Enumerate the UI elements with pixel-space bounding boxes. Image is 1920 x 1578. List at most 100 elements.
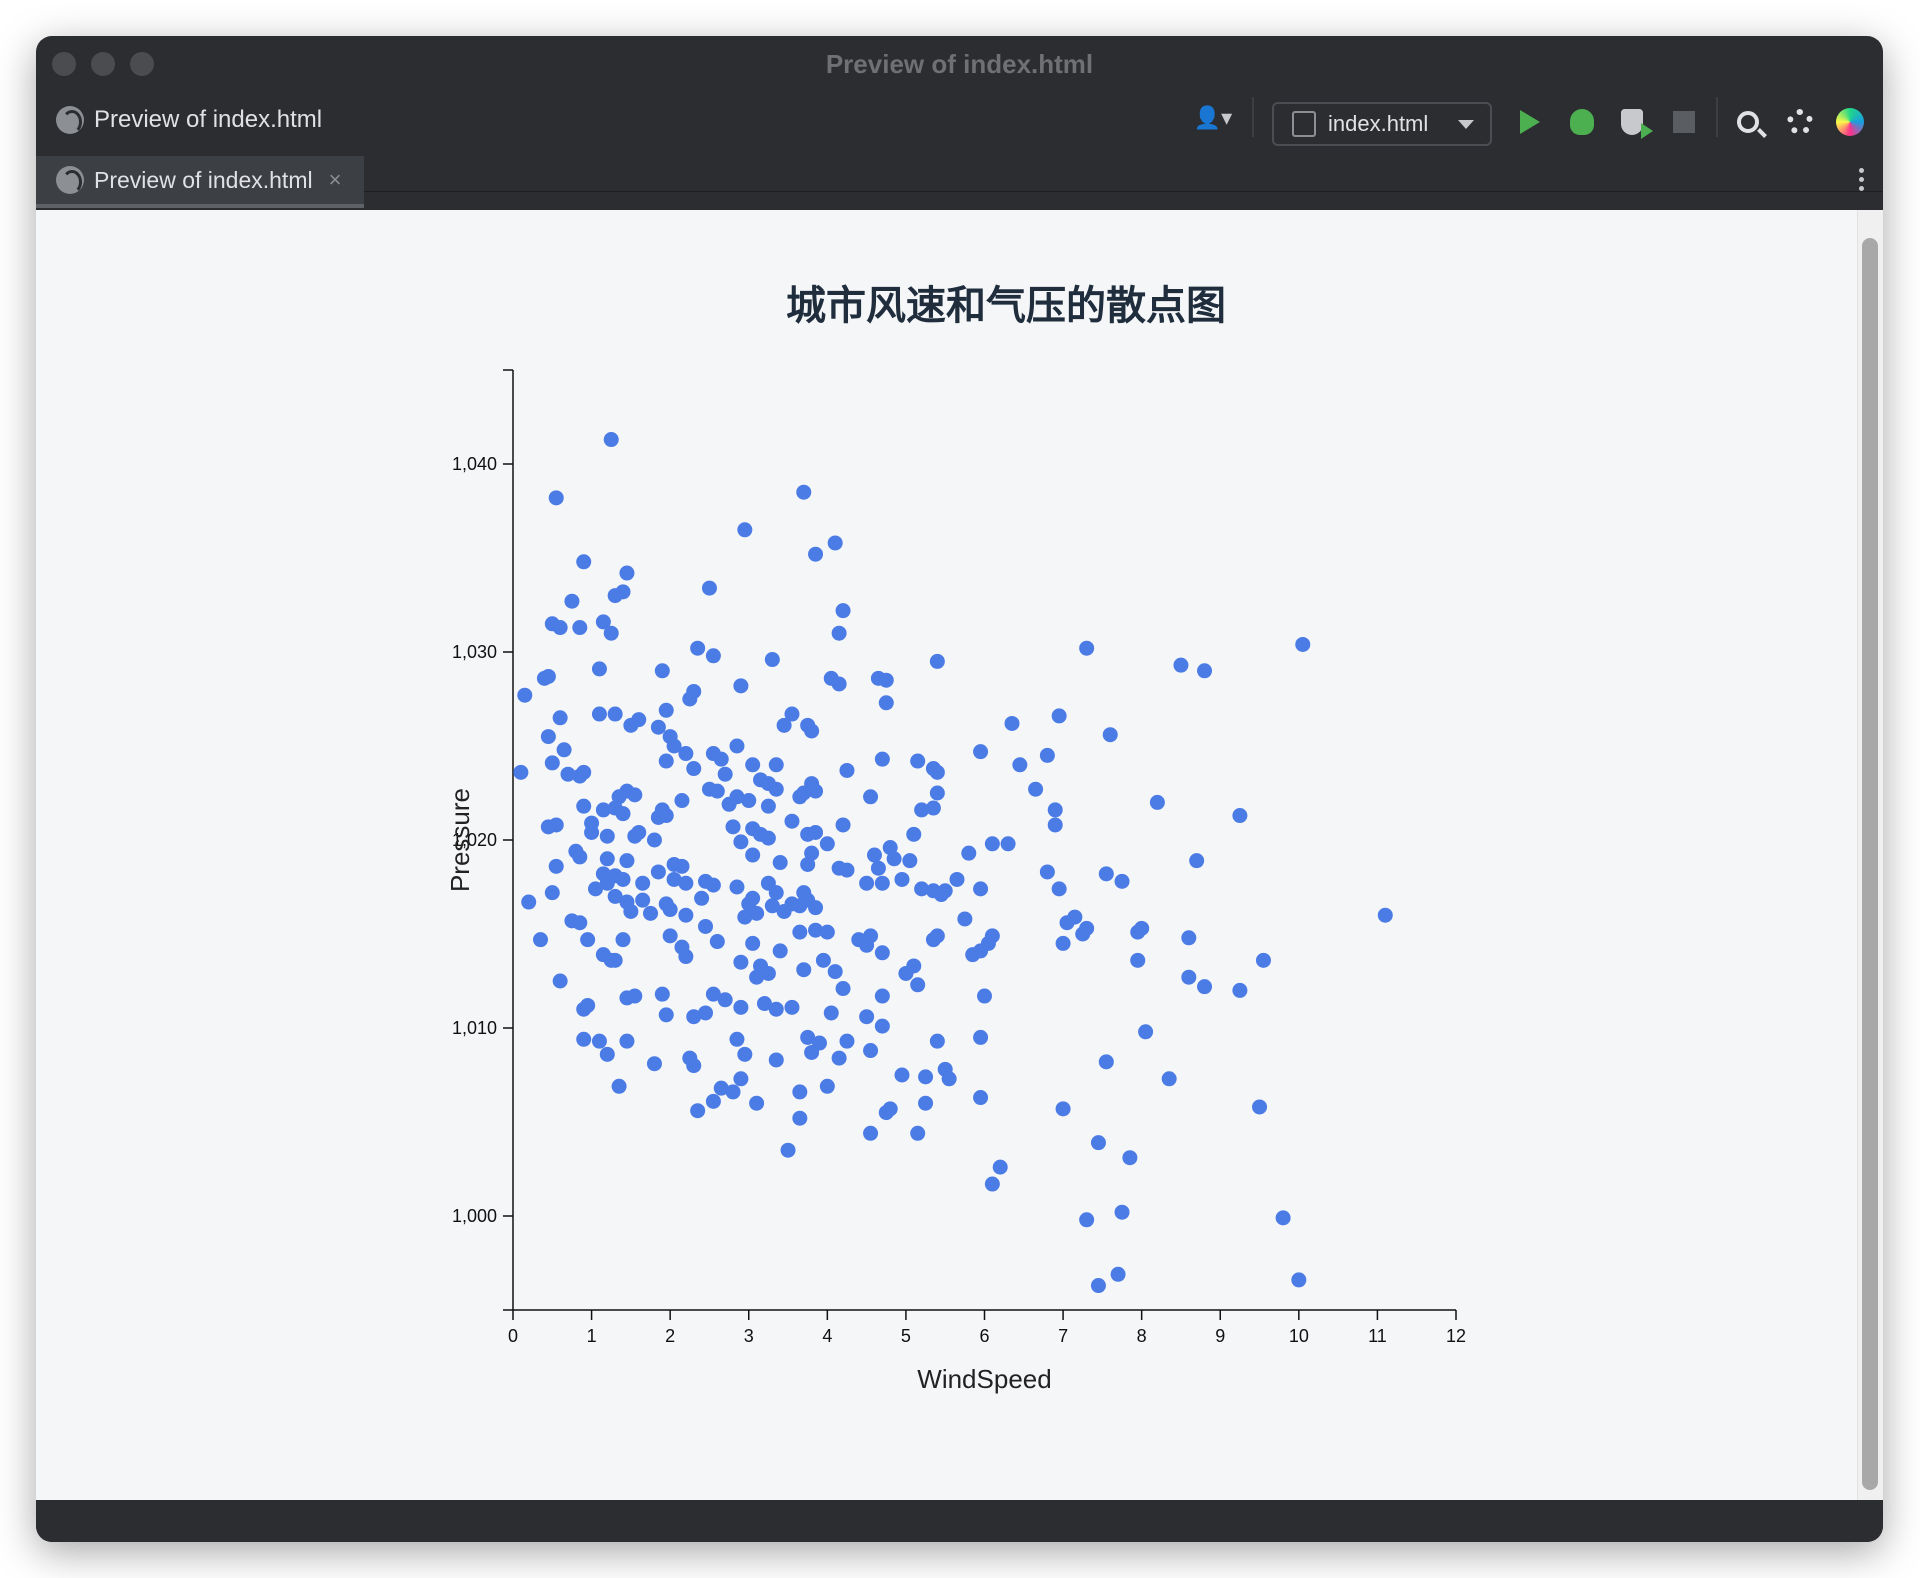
- data-point: [1189, 853, 1205, 869]
- coverage-icon: [1621, 109, 1653, 139]
- data-point: [599, 851, 615, 867]
- search-button[interactable]: [1730, 104, 1766, 140]
- data-point: [800, 1029, 816, 1045]
- data-point: [1110, 1266, 1126, 1282]
- data-point: [929, 764, 945, 780]
- data-point: [733, 834, 749, 850]
- data-point: [1130, 952, 1146, 968]
- data-point: [874, 1018, 890, 1034]
- data-point: [548, 858, 564, 874]
- run-config-select[interactable]: index.html: [1272, 102, 1492, 146]
- data-point: [662, 928, 678, 944]
- data-point: [737, 909, 753, 925]
- data-point: [599, 1046, 615, 1062]
- chart-title: 城市风速和气压的散点图: [786, 284, 1226, 328]
- y-tick-label: 1,030: [452, 642, 497, 662]
- data-point: [910, 753, 926, 769]
- data-point: [815, 952, 831, 968]
- play-icon: [1520, 110, 1540, 134]
- stop-button[interactable]: [1666, 104, 1702, 140]
- data-point: [654, 663, 670, 679]
- data-point: [737, 522, 753, 538]
- data-point: [910, 977, 926, 993]
- data-point: [749, 1095, 765, 1111]
- data-point: [835, 603, 851, 619]
- toolbar-divider: [1252, 97, 1254, 137]
- data-point: [839, 762, 855, 778]
- data-point: [619, 1033, 635, 1049]
- status-bar: [36, 1500, 1883, 1542]
- data-point: [678, 875, 694, 891]
- zoom-window-button[interactable]: [130, 52, 154, 76]
- data-point: [591, 661, 607, 677]
- user-menu-button[interactable]: 👤▾: [1184, 100, 1242, 136]
- debug-button[interactable]: [1564, 104, 1600, 140]
- coverage-button[interactable]: [1614, 104, 1653, 140]
- data-point: [580, 932, 596, 948]
- data-point: [576, 554, 592, 570]
- data-point: [784, 813, 800, 829]
- data-point: [733, 954, 749, 970]
- data-point: [1067, 909, 1083, 925]
- data-point: [713, 1080, 729, 1096]
- data-point: [713, 751, 729, 767]
- brand-button[interactable]: [1832, 104, 1868, 140]
- close-icon[interactable]: ×: [328, 167, 342, 192]
- data-point: [678, 746, 694, 762]
- data-point: [745, 847, 761, 863]
- x-tick-label: 5: [901, 1326, 911, 1346]
- settings-button[interactable]: [1782, 104, 1818, 140]
- data-point: [580, 997, 596, 1013]
- data-point: [1197, 663, 1213, 679]
- preview-breadcrumb[interactable]: Preview of index.html: [56, 106, 322, 134]
- data-point: [705, 1093, 721, 1109]
- toolbar-divider-2: [1716, 97, 1718, 137]
- vertical-scrollbar[interactable]: [1857, 210, 1883, 1500]
- x-tick-label: 9: [1215, 1326, 1225, 1346]
- data-point: [918, 1095, 934, 1111]
- data-point: [1114, 873, 1130, 889]
- data-point: [635, 892, 651, 908]
- data-point: [925, 800, 941, 816]
- data-point: [1114, 1204, 1130, 1220]
- data-point: [1079, 1212, 1095, 1228]
- close-window-button[interactable]: [52, 52, 76, 76]
- data-point: [686, 761, 702, 777]
- data-point: [973, 744, 989, 760]
- window-title: Preview of index.html: [825, 49, 1094, 79]
- data-point: [709, 783, 725, 799]
- tab-preview[interactable]: Preview of index.html ×: [36, 156, 364, 208]
- x-tick-label: 7: [1058, 1326, 1068, 1346]
- data-point: [831, 625, 847, 641]
- data-point: [646, 832, 662, 848]
- data-point: [1047, 802, 1063, 818]
- data-point: [595, 614, 611, 630]
- data-point: [796, 484, 812, 500]
- data-point: [533, 932, 549, 948]
- data-point: [1181, 930, 1197, 946]
- data-point: [576, 764, 592, 780]
- data-point: [1102, 727, 1118, 743]
- data-point: [603, 625, 619, 641]
- data-point: [808, 783, 824, 799]
- user-icon: 👤▾: [1193, 105, 1233, 130]
- data-point: [552, 620, 568, 636]
- data-point: [1275, 1210, 1291, 1226]
- data-point: [603, 432, 619, 448]
- data-point: [658, 702, 674, 718]
- data-point: [1173, 657, 1189, 673]
- data-point: [859, 875, 875, 891]
- minimize-window-button[interactable]: [91, 52, 115, 76]
- data-point: [784, 706, 800, 722]
- data-point: [654, 986, 670, 1002]
- data-point: [898, 965, 914, 981]
- data-point: [808, 900, 824, 916]
- data-point: [957, 911, 973, 927]
- data-point: [764, 652, 780, 668]
- run-button[interactable]: [1512, 104, 1548, 140]
- data-point: [977, 988, 992, 1004]
- data-point: [768, 1052, 784, 1068]
- more-vertical-icon[interactable]: [1859, 168, 1865, 195]
- data-point: [666, 738, 682, 754]
- scrollbar-thumb[interactable]: [1862, 238, 1878, 1490]
